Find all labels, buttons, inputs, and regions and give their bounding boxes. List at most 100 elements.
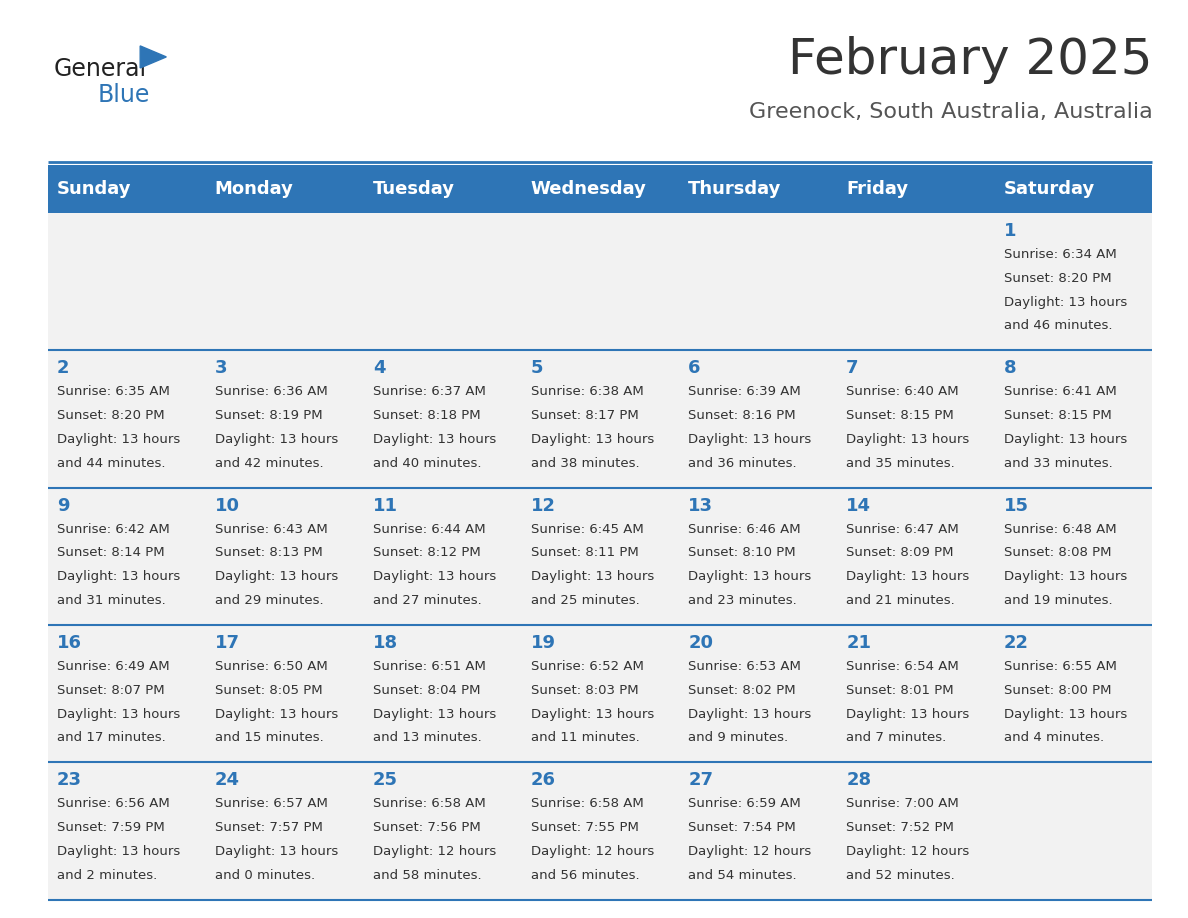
Text: Daylight: 13 hours: Daylight: 13 hours	[688, 570, 811, 583]
Text: 9: 9	[57, 497, 70, 515]
Text: 19: 19	[531, 634, 556, 652]
Text: Daylight: 13 hours: Daylight: 13 hours	[846, 708, 969, 721]
Text: Sunrise: 6:58 AM: Sunrise: 6:58 AM	[373, 797, 486, 811]
Text: 13: 13	[688, 497, 713, 515]
FancyBboxPatch shape	[206, 351, 364, 487]
Text: and 17 minutes.: and 17 minutes.	[57, 732, 166, 744]
Text: Sunrise: 6:58 AM: Sunrise: 6:58 AM	[531, 797, 643, 811]
Text: and 42 minutes.: and 42 minutes.	[215, 457, 323, 470]
FancyBboxPatch shape	[678, 351, 836, 487]
Text: 1: 1	[1004, 222, 1017, 241]
Text: 3: 3	[215, 360, 227, 377]
Text: Daylight: 13 hours: Daylight: 13 hours	[373, 433, 495, 446]
Text: Sunset: 8:04 PM: Sunset: 8:04 PM	[373, 684, 480, 697]
Text: 25: 25	[373, 771, 398, 789]
Text: Sunrise: 6:49 AM: Sunrise: 6:49 AM	[57, 660, 170, 673]
FancyBboxPatch shape	[678, 762, 836, 900]
FancyBboxPatch shape	[678, 487, 836, 625]
Text: Sunrise: 6:36 AM: Sunrise: 6:36 AM	[215, 386, 328, 398]
Text: Sunrise: 6:50 AM: Sunrise: 6:50 AM	[215, 660, 328, 673]
Text: Sunrise: 6:46 AM: Sunrise: 6:46 AM	[688, 522, 801, 535]
Text: Daylight: 13 hours: Daylight: 13 hours	[215, 433, 339, 446]
FancyBboxPatch shape	[48, 625, 206, 762]
Text: Sunset: 8:10 PM: Sunset: 8:10 PM	[688, 546, 796, 559]
Text: Daylight: 12 hours: Daylight: 12 hours	[688, 845, 811, 858]
Text: 5: 5	[531, 360, 543, 377]
Text: Tuesday: Tuesday	[373, 180, 455, 198]
FancyBboxPatch shape	[206, 213, 364, 351]
Text: Sunset: 8:09 PM: Sunset: 8:09 PM	[846, 546, 954, 559]
Text: Sunrise: 6:57 AM: Sunrise: 6:57 AM	[215, 797, 328, 811]
Text: 8: 8	[1004, 360, 1017, 377]
Text: Sunset: 8:01 PM: Sunset: 8:01 PM	[846, 684, 954, 697]
Text: Daylight: 13 hours: Daylight: 13 hours	[215, 845, 339, 858]
Text: Daylight: 13 hours: Daylight: 13 hours	[688, 708, 811, 721]
Text: 23: 23	[57, 771, 82, 789]
Text: Sunrise: 6:40 AM: Sunrise: 6:40 AM	[846, 386, 959, 398]
Text: Sunrise: 6:44 AM: Sunrise: 6:44 AM	[373, 522, 486, 535]
FancyBboxPatch shape	[836, 487, 994, 625]
FancyBboxPatch shape	[522, 351, 678, 487]
Text: Sunrise: 6:47 AM: Sunrise: 6:47 AM	[846, 522, 959, 535]
Text: 4: 4	[373, 360, 385, 377]
Text: Sunset: 8:07 PM: Sunset: 8:07 PM	[57, 684, 165, 697]
Text: Daylight: 13 hours: Daylight: 13 hours	[688, 433, 811, 446]
Text: and 2 minutes.: and 2 minutes.	[57, 868, 157, 882]
Polygon shape	[140, 46, 166, 68]
Text: Wednesday: Wednesday	[531, 180, 646, 198]
Text: Daylight: 12 hours: Daylight: 12 hours	[531, 845, 653, 858]
Text: Daylight: 13 hours: Daylight: 13 hours	[846, 570, 969, 583]
FancyBboxPatch shape	[364, 762, 522, 900]
Text: and 40 minutes.: and 40 minutes.	[373, 457, 481, 470]
Text: Thursday: Thursday	[688, 180, 782, 198]
Text: and 21 minutes.: and 21 minutes.	[846, 594, 955, 607]
Text: Sunrise: 6:34 AM: Sunrise: 6:34 AM	[1004, 248, 1117, 261]
Text: 14: 14	[846, 497, 871, 515]
Text: and 25 minutes.: and 25 minutes.	[531, 594, 639, 607]
Text: Sunrise: 6:35 AM: Sunrise: 6:35 AM	[57, 386, 170, 398]
Text: 17: 17	[215, 634, 240, 652]
FancyBboxPatch shape	[48, 487, 206, 625]
Text: and 4 minutes.: and 4 minutes.	[1004, 732, 1104, 744]
FancyBboxPatch shape	[836, 165, 994, 213]
Text: Daylight: 13 hours: Daylight: 13 hours	[531, 708, 653, 721]
Text: 10: 10	[215, 497, 240, 515]
FancyBboxPatch shape	[994, 351, 1152, 487]
Text: Sunrise: 6:45 AM: Sunrise: 6:45 AM	[531, 522, 643, 535]
Text: 11: 11	[373, 497, 398, 515]
FancyBboxPatch shape	[364, 165, 522, 213]
Text: 21: 21	[846, 634, 871, 652]
FancyBboxPatch shape	[206, 625, 364, 762]
Text: and 7 minutes.: and 7 minutes.	[846, 732, 947, 744]
Text: Daylight: 13 hours: Daylight: 13 hours	[57, 708, 181, 721]
Text: Sunrise: 6:52 AM: Sunrise: 6:52 AM	[531, 660, 644, 673]
Text: Sunset: 8:13 PM: Sunset: 8:13 PM	[215, 546, 323, 559]
Text: Sunset: 8:11 PM: Sunset: 8:11 PM	[531, 546, 638, 559]
Text: and 0 minutes.: and 0 minutes.	[215, 868, 315, 882]
FancyBboxPatch shape	[522, 625, 678, 762]
Text: Sunset: 7:59 PM: Sunset: 7:59 PM	[57, 821, 165, 834]
Text: Sunset: 7:57 PM: Sunset: 7:57 PM	[215, 821, 323, 834]
Text: and 46 minutes.: and 46 minutes.	[1004, 319, 1112, 332]
Text: 7: 7	[846, 360, 859, 377]
Text: and 56 minutes.: and 56 minutes.	[531, 868, 639, 882]
Text: Sunset: 8:14 PM: Sunset: 8:14 PM	[57, 546, 165, 559]
FancyBboxPatch shape	[678, 625, 836, 762]
Text: 22: 22	[1004, 634, 1029, 652]
Text: Daylight: 13 hours: Daylight: 13 hours	[373, 570, 495, 583]
Text: Sunset: 8:17 PM: Sunset: 8:17 PM	[531, 409, 638, 422]
Text: and 52 minutes.: and 52 minutes.	[846, 868, 955, 882]
Text: Sunrise: 6:54 AM: Sunrise: 6:54 AM	[846, 660, 959, 673]
FancyBboxPatch shape	[48, 165, 206, 213]
Text: 16: 16	[57, 634, 82, 652]
Text: General: General	[53, 57, 146, 81]
Text: Daylight: 13 hours: Daylight: 13 hours	[373, 708, 495, 721]
Text: Sunset: 8:15 PM: Sunset: 8:15 PM	[1004, 409, 1112, 422]
FancyBboxPatch shape	[522, 762, 678, 900]
Text: Daylight: 13 hours: Daylight: 13 hours	[215, 708, 339, 721]
FancyBboxPatch shape	[364, 625, 522, 762]
Text: Sunrise: 6:42 AM: Sunrise: 6:42 AM	[57, 522, 170, 535]
FancyBboxPatch shape	[364, 213, 522, 351]
Text: Sunset: 8:00 PM: Sunset: 8:00 PM	[1004, 684, 1112, 697]
Text: and 58 minutes.: and 58 minutes.	[373, 868, 481, 882]
